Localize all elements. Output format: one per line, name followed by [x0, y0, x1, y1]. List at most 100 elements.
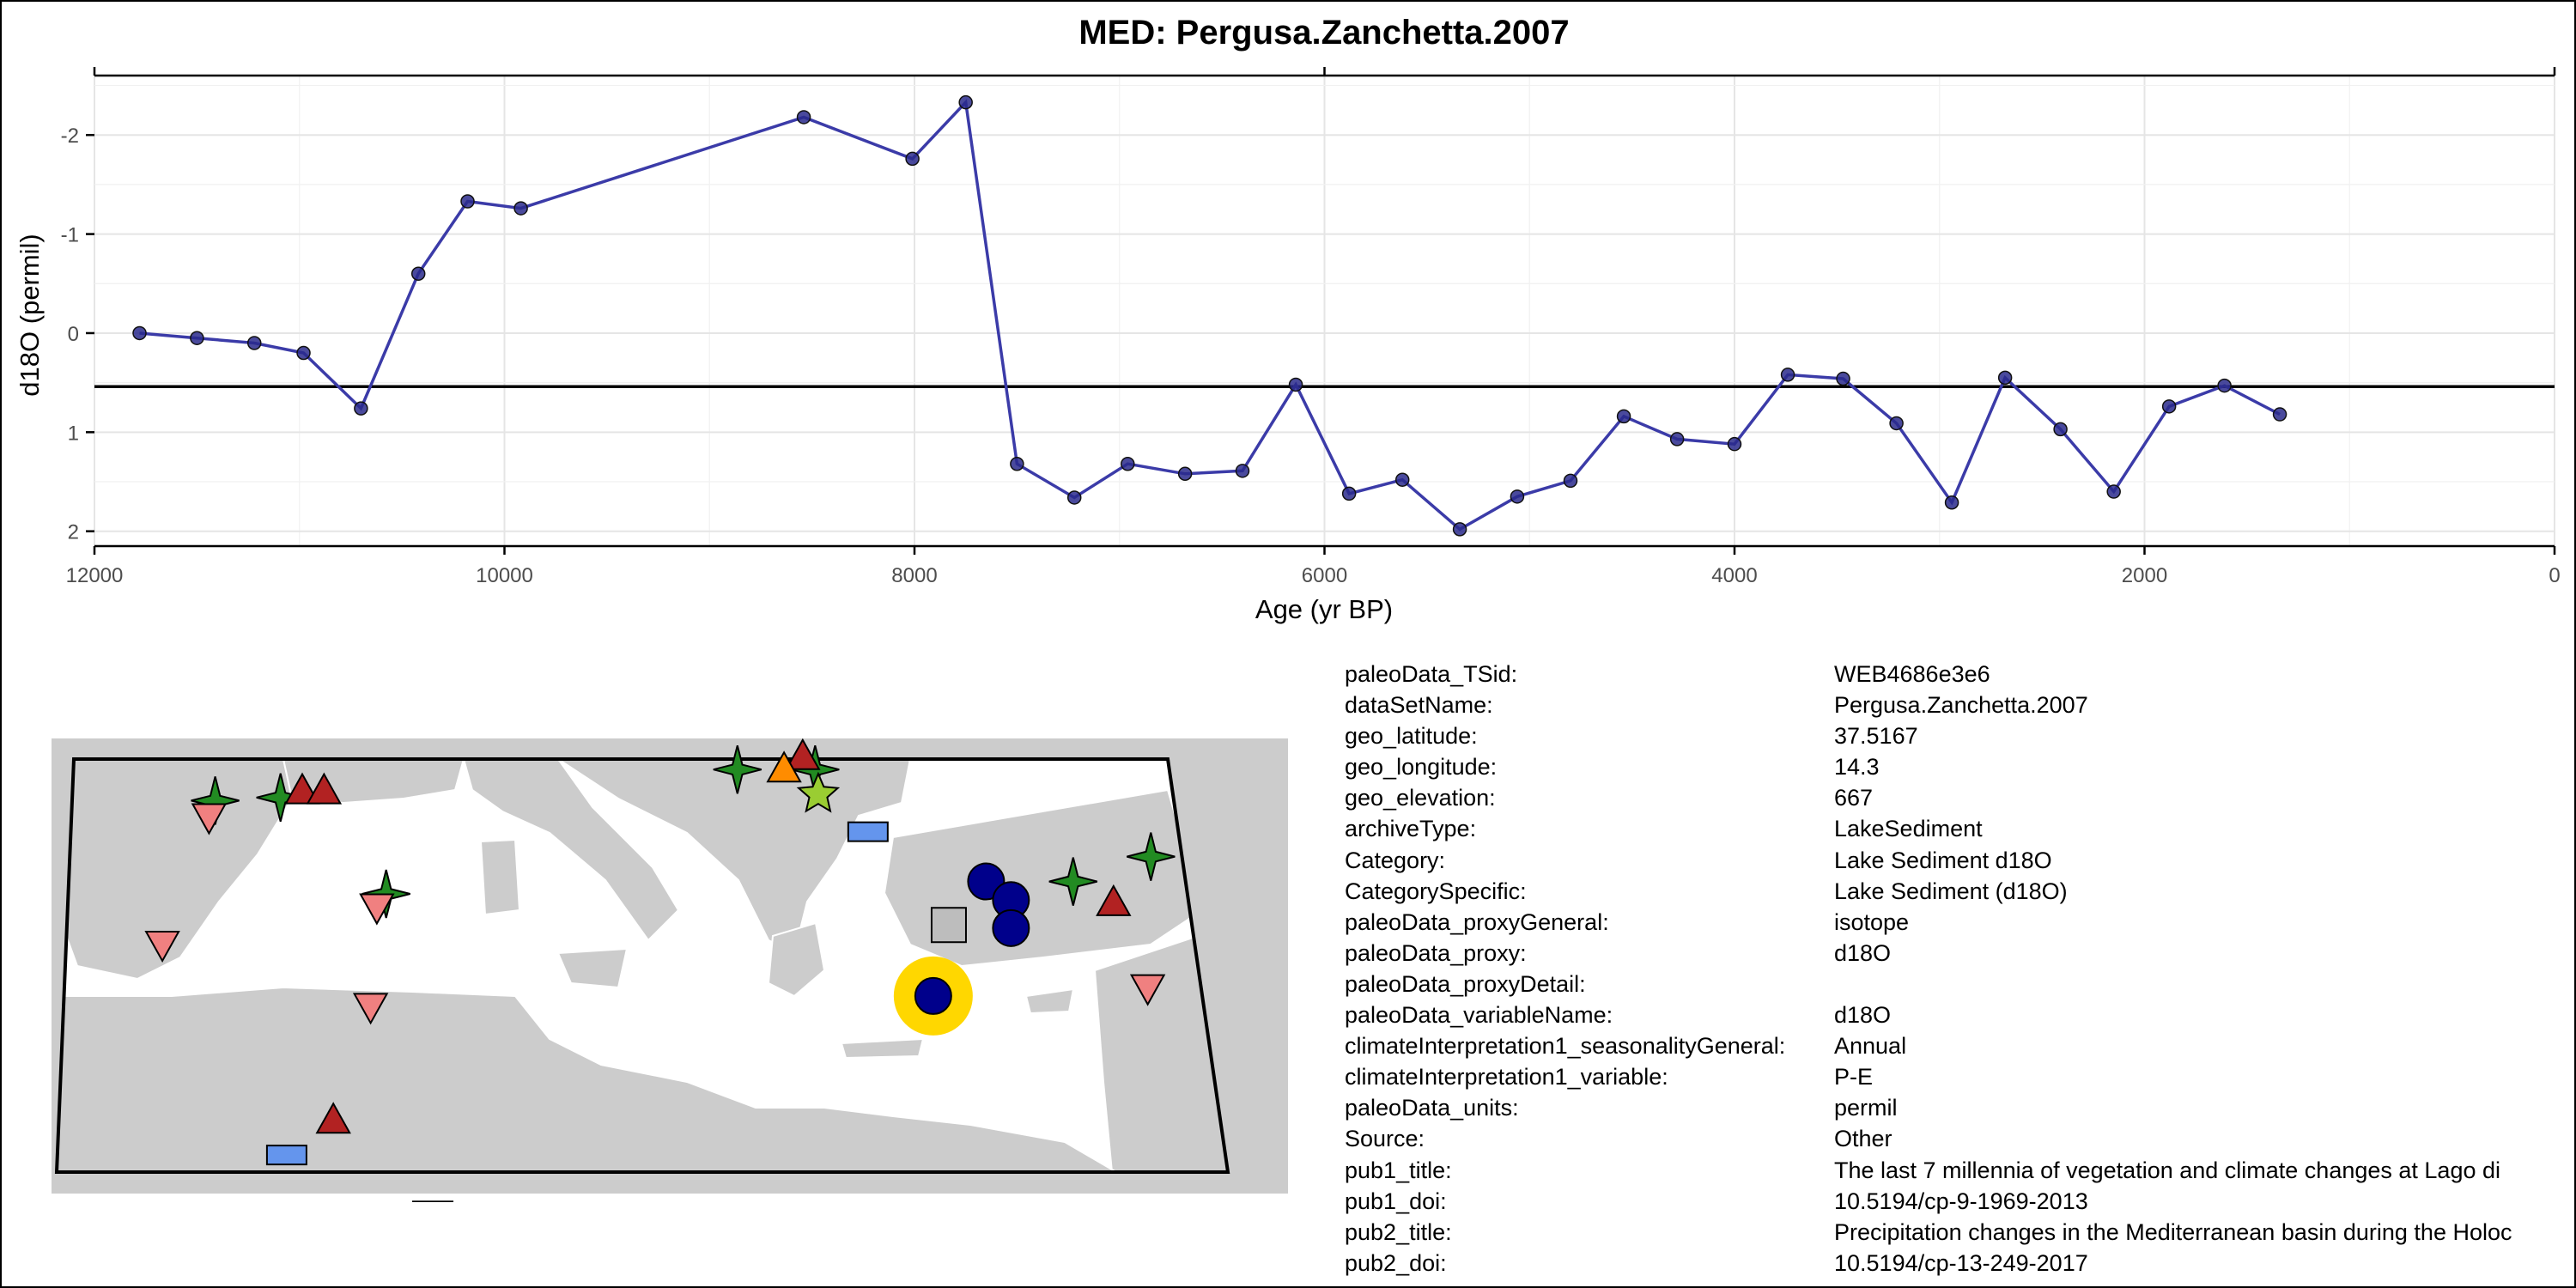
x-axis-title: Age (yr BP) [1255, 594, 1393, 624]
metadata-row: paleoData_proxy: d18O [1345, 938, 2573, 969]
y-axis-ticks: -2 -1 0 1 2 [61, 125, 94, 544]
data-point [132, 325, 147, 341]
data-point [1066, 490, 1082, 505]
metadata-value: Pergusa.Zanchetta.2007 [1834, 692, 2088, 719]
data-point [1452, 522, 1467, 537]
data-point [2161, 399, 2177, 414]
metadata-row: paleoData_variableName: d18O [1345, 999, 2573, 1030]
data-point [1394, 472, 1410, 487]
site-marker-triangle [315, 1102, 351, 1134]
data-point [1010, 456, 1024, 471]
metadata-key: dataSetName: [1345, 692, 1493, 719]
site-marker-triangle [1096, 884, 1132, 916]
data-point [1510, 489, 1525, 504]
site-marker-triangle-down [1129, 974, 1166, 1006]
metadata-value: Precipitation changes in the Mediterrane… [1834, 1218, 2512, 1245]
metadata-row: climateInterpretation1_seasonalityGenera… [1345, 1030, 2573, 1061]
metadata-row: pub1_doi: 10.5194/cp-9-1969-2013 [1345, 1186, 2573, 1217]
site-marker-triangle-down [352, 993, 389, 1025]
metadata-key: Source: [1345, 1126, 1425, 1152]
data-point [2053, 422, 2068, 437]
x-axis-ticks: 12000 10000 8000 6000 4000 2000 0 [66, 67, 2561, 587]
metadata-key: pub1_doi: [1345, 1188, 1447, 1214]
metadata-key: pub1_title: [1345, 1157, 1452, 1183]
data-point [1889, 416, 1904, 431]
data-point [354, 401, 368, 416]
data-points [132, 94, 2287, 537]
x-tick-label: 0 [2549, 564, 2560, 587]
data-point [1727, 436, 1742, 452]
metadata-value: The last 7 millennia of vegetation and c… [1834, 1157, 2500, 1183]
metadata-value: isotope [1834, 908, 1910, 935]
x-tick-label: 4000 [1711, 564, 1757, 587]
data-point [2217, 378, 2232, 393]
levant-land [1093, 934, 1228, 1172]
metadata-value: Annual [1834, 1033, 1907, 1060]
site-marker-star4 [191, 776, 240, 825]
x-tick-label: 2000 [2122, 564, 2167, 587]
greece-land [767, 921, 826, 998]
sardinia-land [479, 838, 521, 916]
metadata-key: climateInterpretation1_seasonalityGenera… [1345, 1033, 1786, 1060]
x-tick-label: 12000 [66, 564, 124, 587]
metadata-value: permil [1834, 1095, 1898, 1121]
metadata-key: paleoData_units: [1345, 1095, 1519, 1121]
site-marker-star5 [796, 771, 841, 813]
site-marker-circle [992, 908, 1030, 947]
metadata-key: climateInterpretation1_variable: [1345, 1064, 1668, 1091]
metadata-panel: paleoData_TSid: WEB4686e3e6 dataSetName: Pe… [1345, 659, 2573, 1277]
highlighted-site-marker [914, 976, 952, 1015]
site-marker-square [265, 1145, 307, 1166]
data-point [1563, 473, 1578, 489]
site-marker-star4 [1127, 832, 1176, 881]
x-tick-label: 6000 [1302, 564, 1347, 587]
site-marker-triangle-down [191, 803, 228, 835]
map-land [52, 738, 1288, 1194]
site-marker-square [847, 821, 889, 842]
data-point [246, 336, 262, 350]
y-axis-title: d18O (permil) [15, 234, 45, 397]
series-line [139, 99, 2281, 532]
metadata-value: LakeSediment [1834, 816, 1983, 842]
x-tick-label: 10000 [476, 564, 533, 587]
metadata-value: d18O [1834, 1002, 1892, 1029]
data-point [1288, 377, 1303, 392]
data-point [296, 345, 311, 361]
metadata-key: geo_elevation: [1345, 785, 1496, 811]
cyprus-land [1024, 987, 1075, 1015]
metadata-row: pub2_title: Precipitation changes in the … [1345, 1217, 2573, 1248]
site-marker-triangle-down [144, 930, 180, 963]
metadata-key: geo_latitude: [1345, 723, 1478, 750]
site-marker-triangle [284, 772, 320, 805]
data-point [1121, 456, 1135, 471]
data-point [1997, 370, 2013, 386]
data-point [905, 151, 920, 167]
metadata-row: paleoData_units: permil [1345, 1092, 2573, 1123]
crete-land [840, 1037, 925, 1060]
metadata-key: paleoData_proxyGeneral: [1345, 908, 1609, 935]
data-point [1235, 464, 1250, 478]
metadata-row: geo_longitude: 14.3 [1345, 751, 2573, 782]
data-point [2272, 407, 2287, 422]
site-marker-star4 [1048, 857, 1098, 906]
metadata-row: CategorySpecific: Lake Sediment (d18O) [1345, 876, 2573, 907]
site-marker-triangle-down [359, 893, 395, 926]
data-point [1341, 486, 1357, 501]
y-tick-label: 2 [68, 521, 79, 544]
data-point [958, 94, 973, 110]
italy-land [462, 759, 680, 942]
data-point [410, 266, 426, 281]
metadata-value: Lake Sediment d18O [1834, 847, 2052, 873]
sea-region [57, 759, 1228, 1172]
metadata-value: Other [1834, 1126, 1893, 1152]
data-point [1836, 371, 1850, 386]
metadata-row: archiveType: LakeSediment [1345, 813, 2573, 844]
x-tick-label: 8000 [891, 564, 937, 587]
y-tick-label: -2 [61, 125, 79, 148]
data-point [2106, 484, 2121, 499]
metadata-row: climateInterpretation1_variable: P-E [1345, 1061, 2573, 1092]
metadata-row: paleoData_proxyDetail: [1345, 969, 2573, 999]
metadata-value: Lake Sediment (d18O) [1834, 878, 2068, 904]
metadata-value: 667 [1834, 785, 1874, 811]
